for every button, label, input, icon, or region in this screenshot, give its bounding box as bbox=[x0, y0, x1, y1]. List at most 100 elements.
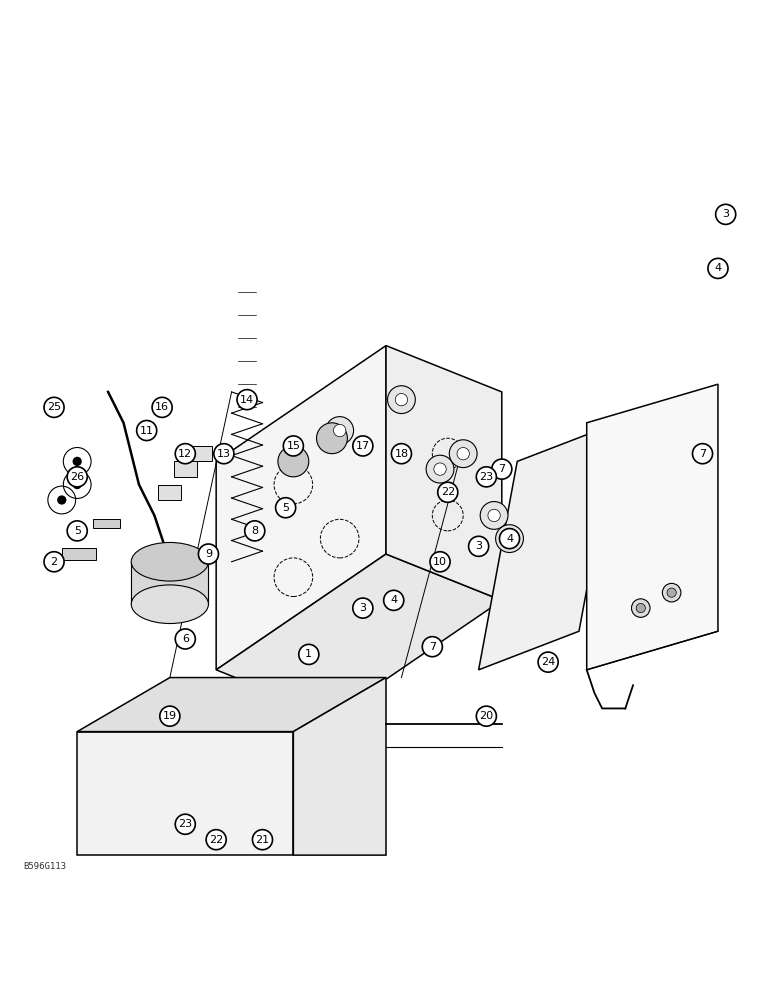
Circle shape bbox=[631, 599, 650, 617]
Circle shape bbox=[353, 598, 373, 618]
Text: 6: 6 bbox=[181, 634, 189, 644]
Circle shape bbox=[426, 455, 454, 483]
Circle shape bbox=[67, 521, 87, 541]
Circle shape bbox=[662, 583, 681, 602]
Text: 9: 9 bbox=[205, 549, 212, 559]
Circle shape bbox=[476, 467, 496, 487]
Circle shape bbox=[492, 459, 512, 479]
Circle shape bbox=[206, 830, 226, 850]
Text: 22: 22 bbox=[209, 835, 223, 845]
Text: 23: 23 bbox=[479, 472, 493, 482]
Bar bbox=[174, 461, 197, 477]
Polygon shape bbox=[77, 732, 293, 855]
Text: 8: 8 bbox=[251, 526, 259, 536]
Circle shape bbox=[457, 448, 469, 460]
Circle shape bbox=[160, 706, 180, 726]
Circle shape bbox=[326, 417, 354, 444]
Text: 22: 22 bbox=[441, 487, 455, 497]
Text: 25: 25 bbox=[47, 402, 61, 412]
Text: 15: 15 bbox=[286, 441, 300, 451]
Circle shape bbox=[152, 397, 172, 417]
Circle shape bbox=[252, 830, 273, 850]
Text: 18: 18 bbox=[394, 449, 408, 459]
Circle shape bbox=[175, 444, 195, 464]
Polygon shape bbox=[479, 423, 618, 670]
Circle shape bbox=[636, 603, 645, 613]
Polygon shape bbox=[293, 678, 386, 855]
Text: 3: 3 bbox=[722, 209, 730, 219]
Text: 10: 10 bbox=[433, 557, 447, 567]
Text: 5: 5 bbox=[73, 526, 81, 536]
Circle shape bbox=[175, 629, 195, 649]
Circle shape bbox=[499, 529, 520, 549]
Circle shape bbox=[44, 397, 64, 417]
Text: 1: 1 bbox=[305, 649, 313, 659]
Text: 19: 19 bbox=[163, 711, 177, 721]
Bar bbox=[158, 485, 181, 500]
Circle shape bbox=[476, 706, 496, 726]
Text: 17: 17 bbox=[356, 441, 370, 451]
Text: 4: 4 bbox=[714, 263, 722, 273]
Polygon shape bbox=[216, 554, 502, 716]
Text: 7: 7 bbox=[498, 464, 506, 474]
Text: 7: 7 bbox=[699, 449, 706, 459]
Circle shape bbox=[384, 590, 404, 610]
Circle shape bbox=[278, 446, 309, 477]
Circle shape bbox=[692, 444, 713, 464]
Circle shape bbox=[395, 393, 408, 406]
Circle shape bbox=[317, 423, 347, 454]
Text: 3: 3 bbox=[475, 541, 482, 551]
Circle shape bbox=[198, 544, 218, 564]
Text: 2: 2 bbox=[50, 557, 58, 567]
Circle shape bbox=[708, 258, 728, 278]
Text: 21: 21 bbox=[256, 835, 269, 845]
Circle shape bbox=[299, 644, 319, 664]
Bar bbox=[62, 548, 96, 560]
Circle shape bbox=[245, 521, 265, 541]
Polygon shape bbox=[216, 346, 386, 670]
Polygon shape bbox=[131, 562, 208, 604]
Text: 26: 26 bbox=[70, 472, 84, 482]
Text: B596G113: B596G113 bbox=[23, 862, 66, 871]
Circle shape bbox=[503, 532, 516, 545]
Circle shape bbox=[438, 482, 458, 502]
Circle shape bbox=[716, 204, 736, 224]
Text: 3: 3 bbox=[359, 603, 367, 613]
Bar bbox=[93, 519, 120, 528]
Circle shape bbox=[488, 509, 500, 522]
Circle shape bbox=[422, 637, 442, 657]
Bar bbox=[189, 446, 212, 461]
Ellipse shape bbox=[131, 542, 208, 581]
Text: 5: 5 bbox=[282, 503, 290, 513]
Circle shape bbox=[137, 420, 157, 441]
Circle shape bbox=[175, 814, 195, 834]
Circle shape bbox=[214, 444, 234, 464]
Text: 14: 14 bbox=[240, 395, 254, 405]
Polygon shape bbox=[587, 384, 718, 670]
Text: 24: 24 bbox=[541, 657, 555, 667]
Circle shape bbox=[57, 495, 66, 505]
Circle shape bbox=[449, 440, 477, 468]
Circle shape bbox=[469, 536, 489, 556]
Text: 12: 12 bbox=[178, 449, 192, 459]
Circle shape bbox=[334, 424, 346, 437]
Text: 4: 4 bbox=[390, 595, 398, 605]
Circle shape bbox=[388, 386, 415, 414]
Text: 11: 11 bbox=[140, 426, 154, 436]
Circle shape bbox=[276, 498, 296, 518]
Ellipse shape bbox=[131, 585, 208, 624]
Circle shape bbox=[73, 457, 82, 466]
Circle shape bbox=[480, 502, 508, 529]
Text: 23: 23 bbox=[178, 819, 192, 829]
Polygon shape bbox=[386, 346, 502, 600]
Circle shape bbox=[667, 588, 676, 597]
Circle shape bbox=[496, 525, 523, 552]
Text: 4: 4 bbox=[506, 534, 513, 544]
Circle shape bbox=[430, 552, 450, 572]
Circle shape bbox=[44, 552, 64, 572]
Text: 13: 13 bbox=[217, 449, 231, 459]
Circle shape bbox=[283, 436, 303, 456]
Circle shape bbox=[73, 480, 82, 489]
Circle shape bbox=[237, 390, 257, 410]
Text: 20: 20 bbox=[479, 711, 493, 721]
